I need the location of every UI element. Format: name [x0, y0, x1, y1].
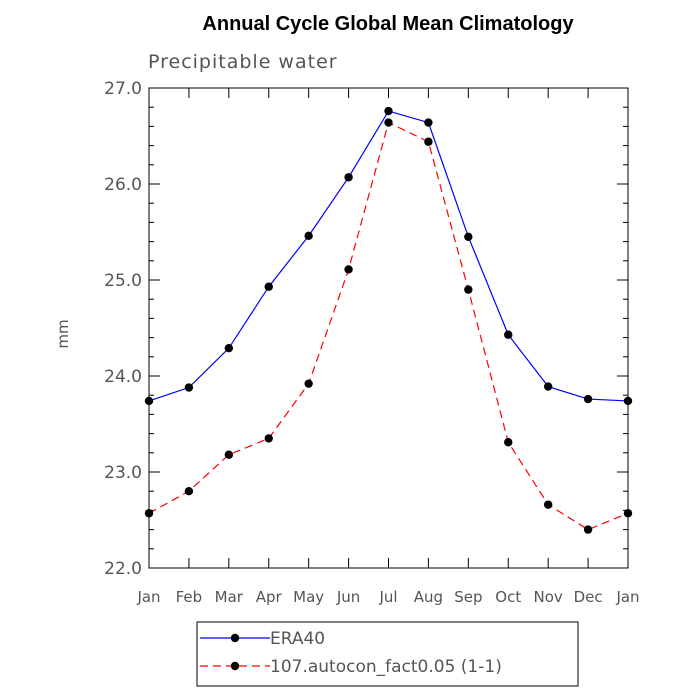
y-tick-label: 22.0	[104, 559, 142, 579]
data-point	[583, 394, 593, 404]
x-tick-label: Apr	[256, 588, 283, 606]
data-point	[424, 118, 433, 127]
x-tick-label: Mar	[215, 588, 244, 606]
data-point	[543, 500, 553, 509]
x-tick-label: May	[293, 588, 324, 606]
data-point	[304, 231, 313, 241]
series-1	[144, 106, 633, 406]
chart-subtitle: Precipitable water	[148, 51, 338, 73]
x-tick-label: Jan	[615, 588, 639, 606]
x-tick-label: Jun	[336, 588, 360, 606]
plot-frame	[148, 87, 629, 569]
data-point	[504, 438, 513, 447]
legend-label: 107.autocon_fact0.05 (1-1)	[270, 657, 502, 677]
x-tick-label: Jul	[378, 588, 397, 606]
data-point	[384, 106, 393, 116]
data-point	[224, 343, 234, 353]
data-point	[184, 383, 194, 392]
y-tick-label: 24.0	[104, 367, 142, 387]
y-tick-label: 27.0	[104, 79, 142, 99]
data-point	[264, 434, 273, 443]
legend: ERA40 107.autocon_fact0.05 (1-1)	[196, 621, 579, 687]
x-tick-label: Feb	[176, 588, 203, 606]
x-tick-label: Dec	[574, 588, 603, 606]
y-axis-label: mm	[54, 319, 72, 348]
series-line	[148, 121, 629, 531]
data-point	[424, 137, 433, 146]
chart-title: Annual Cycle Global Mean Climatology	[202, 13, 574, 35]
data-point	[184, 487, 194, 496]
x-tick-label: Jan	[136, 588, 160, 606]
axes: 22.0 23.0 24.0 25.0 26.0 27.0 Jan Feb Mar Apr May J…	[104, 79, 639, 606]
legend-box	[196, 621, 579, 687]
y-tick-label: 26.0	[104, 175, 142, 195]
series-layer	[144, 106, 633, 534]
series-2	[144, 118, 633, 534]
data-point	[344, 173, 353, 182]
legend-marker	[230, 633, 240, 643]
data-point	[384, 118, 393, 127]
x-tick-label: Aug	[414, 588, 443, 606]
y-tick-label: 25.0	[104, 271, 142, 291]
x-tick-label: Nov	[534, 588, 563, 606]
data-point	[464, 285, 473, 294]
legend-label: ERA40	[270, 629, 325, 649]
data-point	[583, 525, 593, 534]
data-point	[224, 450, 234, 459]
data-point	[264, 282, 273, 291]
data-point	[464, 232, 473, 241]
x-tick-label: Sep	[454, 588, 482, 606]
data-point	[344, 265, 353, 274]
data-point	[304, 379, 313, 388]
series-line	[148, 110, 629, 402]
legend-marker	[230, 661, 240, 671]
data-point	[543, 382, 553, 391]
x-tick-label: Oct	[495, 588, 521, 606]
data-point	[504, 330, 513, 339]
y-tick-label: 23.0	[104, 463, 142, 483]
